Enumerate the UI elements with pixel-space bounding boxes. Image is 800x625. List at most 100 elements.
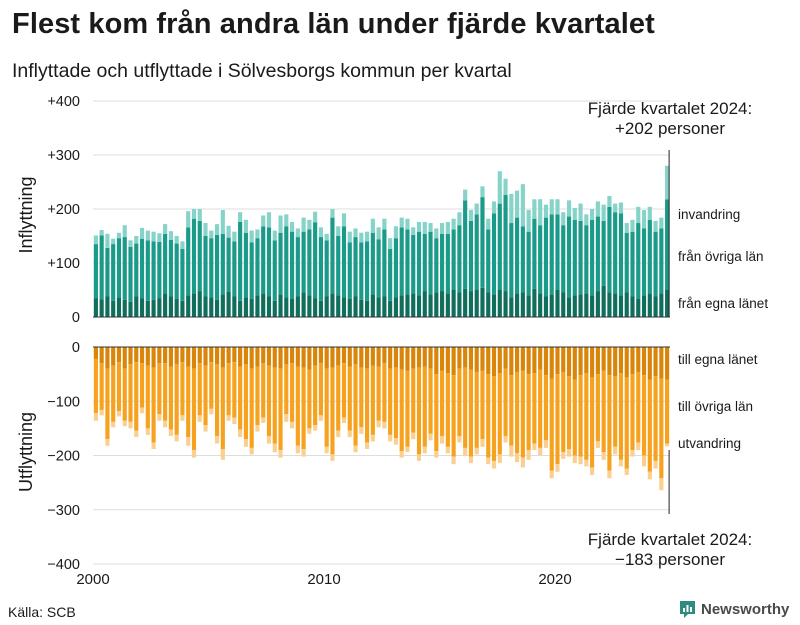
bar-inflyttning-segment <box>243 232 248 298</box>
bar-utflyttning-segment <box>590 467 595 476</box>
bar-inflyttning-segment <box>434 228 439 239</box>
bar-utflyttning-segment <box>191 347 197 369</box>
bar-utflyttning-segment <box>353 364 358 446</box>
bar-utflyttning-segment <box>174 434 179 442</box>
bar-utflyttning-segment <box>145 428 150 435</box>
bar-inflyttning-segment <box>116 297 122 317</box>
bar-inflyttning-segment <box>232 241 237 297</box>
bar-inflyttning-segment <box>197 209 202 221</box>
bar-inflyttning-segment <box>261 226 266 294</box>
bar-inflyttning-segment <box>445 221 450 234</box>
bar-utflyttning-segment <box>653 460 658 469</box>
bar-inflyttning-segment <box>284 226 289 298</box>
bar-inflyttning-segment <box>653 220 658 232</box>
bar-utflyttning-segment <box>191 450 197 458</box>
bar-inflyttning-segment <box>428 223 433 232</box>
bar-inflyttning-segment <box>307 229 312 296</box>
bar-inflyttning-segment <box>399 227 404 296</box>
bar-inflyttning-segment <box>584 225 589 294</box>
bar-utflyttning-segment <box>613 376 618 447</box>
bar-inflyttning-segment <box>382 296 387 317</box>
bar-inflyttning-segment <box>157 298 162 317</box>
y-tick-label: −300 <box>47 503 80 519</box>
source-note: Källa: SCB <box>8 604 76 620</box>
bar-inflyttning-segment <box>272 230 277 241</box>
bar-utflyttning-segment <box>543 440 549 448</box>
bar-inflyttning-segment <box>451 290 456 317</box>
bar-inflyttning-segment <box>613 293 618 317</box>
bar-inflyttning-segment <box>428 294 433 317</box>
bar-utflyttning-segment <box>543 347 549 376</box>
bar-inflyttning-segment <box>566 200 572 217</box>
bar-utflyttning-segment <box>578 347 583 376</box>
bar-inflyttning-segment <box>411 227 416 235</box>
bar-utflyttning-segment <box>405 370 410 447</box>
bar-inflyttning-segment <box>561 225 566 293</box>
bar-utflyttning-segment <box>503 347 508 369</box>
series-label-utvandring: utvandring <box>678 436 741 451</box>
bar-inflyttning-segment <box>474 290 479 317</box>
bar-utflyttning-segment <box>549 378 554 471</box>
bar-inflyttning-segment <box>601 285 606 317</box>
bar-inflyttning-segment <box>405 229 410 295</box>
y-tick-label: −400 <box>47 557 80 573</box>
bar-utflyttning-segment <box>163 363 168 421</box>
bar-inflyttning-segment <box>163 233 168 294</box>
bar-utflyttning-segment <box>445 446 450 454</box>
bar-inflyttning-segment <box>515 217 520 294</box>
bar-utflyttning-segment <box>186 347 191 367</box>
bar-utflyttning-segment <box>330 347 335 368</box>
bar-utflyttning-segment <box>324 446 329 454</box>
bar-inflyttning-segment <box>549 199 554 215</box>
bar-inflyttning-segment <box>463 288 468 317</box>
annotation-inflyttning-heading: Fjärde kvartalet 2024: <box>588 99 752 118</box>
bar-inflyttning-segment <box>163 224 168 234</box>
bar-inflyttning-segment <box>261 215 266 227</box>
bar-inflyttning-segment <box>578 203 583 221</box>
bar-inflyttning-segment <box>566 297 572 317</box>
bar-utflyttning-segment <box>324 368 329 447</box>
bar-utflyttning-segment <box>434 451 439 458</box>
bar-inflyttning-segment <box>324 240 329 297</box>
bar-utflyttning-segment <box>307 369 312 429</box>
bar-inflyttning-segment <box>509 223 514 298</box>
bar-inflyttning-segment <box>468 210 474 221</box>
bar-utflyttning-segment <box>203 425 208 432</box>
bar-utflyttning-segment <box>532 443 537 451</box>
bar-utflyttning-segment <box>139 347 145 364</box>
bar-inflyttning-segment <box>653 296 658 317</box>
bar-utflyttning-segment <box>468 369 474 457</box>
bar-inflyttning-segment <box>607 196 612 207</box>
bar-inflyttning-segment <box>307 219 312 230</box>
chart-title: Flest kom från andra län under fjärde kv… <box>12 8 655 40</box>
bar-inflyttning-segment <box>261 293 266 317</box>
bar-inflyttning-segment <box>572 219 577 296</box>
bar-inflyttning-segment <box>301 231 306 293</box>
bar-utflyttning-segment <box>376 366 381 421</box>
bar-utflyttning-segment <box>503 435 508 443</box>
bar-utflyttning-segment <box>665 443 670 447</box>
bar-inflyttning-segment <box>555 214 560 290</box>
bar-inflyttning-segment <box>313 298 318 317</box>
bar-inflyttning-segment <box>243 219 248 233</box>
bar-inflyttning-segment <box>365 300 370 317</box>
bar-utflyttning-segment <box>630 374 635 451</box>
bar-inflyttning-segment <box>422 221 427 234</box>
bar-utflyttning-segment <box>428 347 433 369</box>
bar-inflyttning-segment <box>266 212 272 228</box>
bar-inflyttning-segment <box>474 214 479 290</box>
bar-utflyttning-segment <box>491 460 497 469</box>
bar-utflyttning-segment <box>515 347 520 372</box>
bar-inflyttning-segment <box>111 238 116 245</box>
bar-inflyttning-segment <box>422 233 427 292</box>
bar-inflyttning-segment <box>226 225 231 238</box>
bar-inflyttning-segment <box>353 296 358 317</box>
bar-utflyttning-segment <box>116 347 122 363</box>
bar-inflyttning-segment <box>318 300 323 317</box>
bar-utflyttning-segment <box>572 347 577 380</box>
bar-utflyttning-segment <box>284 364 289 415</box>
bar-utflyttning-segment <box>214 435 220 444</box>
bar-inflyttning-segment <box>278 232 283 295</box>
newsworthy-logo-text: Newsworthy <box>701 601 790 618</box>
bar-utflyttning-segment <box>301 347 306 368</box>
